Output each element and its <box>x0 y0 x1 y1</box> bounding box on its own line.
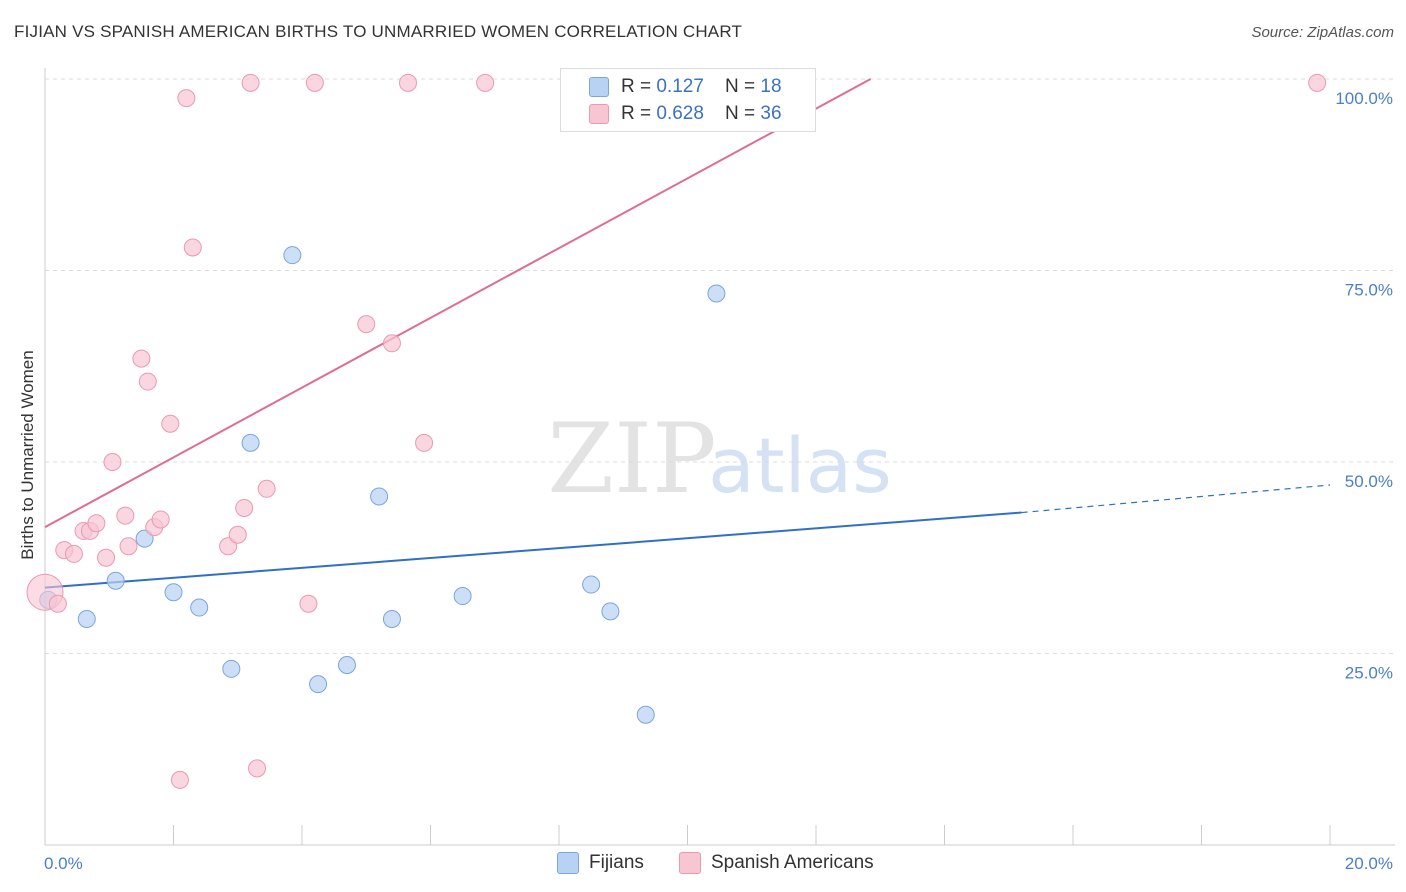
fijian-point <box>77 610 96 629</box>
x-tick-label: 0.0% <box>44 854 83 873</box>
fijian-point <box>106 571 125 590</box>
x-tick-label: 20.0% <box>1345 854 1393 873</box>
spanish-point <box>103 453 122 471</box>
fijian-trend-extension <box>1021 484 1331 514</box>
legend-n-label: N = <box>725 103 761 124</box>
spanish-point <box>415 433 434 452</box>
spanish-point <box>299 594 318 613</box>
correlation-legend: R = 0.127 N = 18 R = 0.628 N = 36 <box>560 68 816 132</box>
spanish-point <box>170 770 189 789</box>
spanish-point <box>241 73 260 92</box>
spanish-point <box>1308 73 1327 92</box>
grid-layer <box>45 78 1395 654</box>
chart-title: FIJIAN VS SPANISH AMERICAN BIRTHS TO UNM… <box>14 22 743 41</box>
spanish-trend-line <box>44 78 872 528</box>
spanish-point <box>399 73 418 92</box>
source-label: Source: ZipAtlas.com <box>1251 24 1394 41</box>
bottom-legend-swatch-spanish <box>679 852 701 874</box>
spanish-point <box>228 525 247 544</box>
spanish-point <box>132 349 151 368</box>
fijian-point <box>283 246 302 265</box>
legend-r-value: 0.628 <box>656 103 704 124</box>
spanish-point <box>257 479 276 498</box>
legend-n-value: 18 <box>760 76 782 97</box>
y-tick-label: 100.0% <box>1335 89 1393 108</box>
spanish-point <box>382 334 401 353</box>
spanish-point <box>87 514 106 533</box>
legend-n-value: 36 <box>760 103 782 124</box>
fijian-point <box>135 529 154 548</box>
fijian-point <box>601 602 620 621</box>
legend-n-label: N = <box>725 76 761 97</box>
fijian-point <box>382 610 401 629</box>
bottom-legend-label-fijians: Fijians <box>589 852 644 873</box>
watermark-atlas: atlas <box>708 421 892 510</box>
spanish-point <box>357 315 376 334</box>
bottom-legend-spanish: Spanish Americans <box>679 852 874 874</box>
legend-text-fijians: R = 0.127 N = 18 <box>621 76 782 98</box>
spanish-point <box>183 238 202 257</box>
fijian-point <box>222 659 241 678</box>
spanish-point <box>64 544 83 563</box>
y-tick-label: 75.0% <box>1345 281 1393 300</box>
fijian-point <box>636 705 655 724</box>
fijian-point <box>453 587 472 606</box>
spanish-point <box>116 506 135 525</box>
spanish-point <box>151 510 170 529</box>
watermark-zip: ZIP <box>547 403 716 515</box>
bottom-legend-fijians: Fijians <box>557 852 644 874</box>
legend-r-label: R = <box>621 76 657 97</box>
bottom-legend-swatch-fijians <box>557 852 579 874</box>
legend-swatch-fijians <box>589 77 609 97</box>
spanish-point <box>305 73 324 92</box>
spanish-point <box>97 548 116 567</box>
legend-text-spanish: R = 0.628 N = 36 <box>621 103 782 125</box>
fijian-point <box>309 675 328 694</box>
spanish-point <box>138 372 157 391</box>
fijian-point <box>164 583 183 602</box>
bottom-legend-label-spanish: Spanish Americans <box>711 852 874 873</box>
fijian-trend-line <box>44 511 1022 589</box>
axis-layer <box>44 68 1395 846</box>
fijian-point <box>370 487 389 506</box>
y-tick-label: 25.0% <box>1345 664 1393 683</box>
legend-r-label: R = <box>621 103 657 124</box>
trend-lines <box>44 78 1331 589</box>
legend-r-value: 0.127 <box>656 76 704 97</box>
spanish-point <box>161 414 180 433</box>
spanish-point <box>219 537 238 556</box>
spanish-point <box>476 73 495 92</box>
spanish-point <box>119 537 138 556</box>
data-points <box>26 70 1327 789</box>
fijian-point <box>582 575 601 594</box>
fijian-point <box>707 284 726 303</box>
watermark: ZIP atlas <box>547 403 891 515</box>
fijian-point <box>190 598 209 617</box>
tick-labels: 25.0% 50.0% 75.0% 100.0% 0.0% 20.0% <box>44 89 1393 873</box>
fijian-point <box>337 655 356 674</box>
spanish-point <box>235 498 254 517</box>
legend-swatch-spanish <box>589 104 609 124</box>
fijian-point <box>241 433 260 452</box>
y-tick-label: 50.0% <box>1345 472 1393 491</box>
spanish-point <box>248 759 267 778</box>
spanish-point <box>177 89 196 108</box>
spanish-point <box>48 594 67 613</box>
